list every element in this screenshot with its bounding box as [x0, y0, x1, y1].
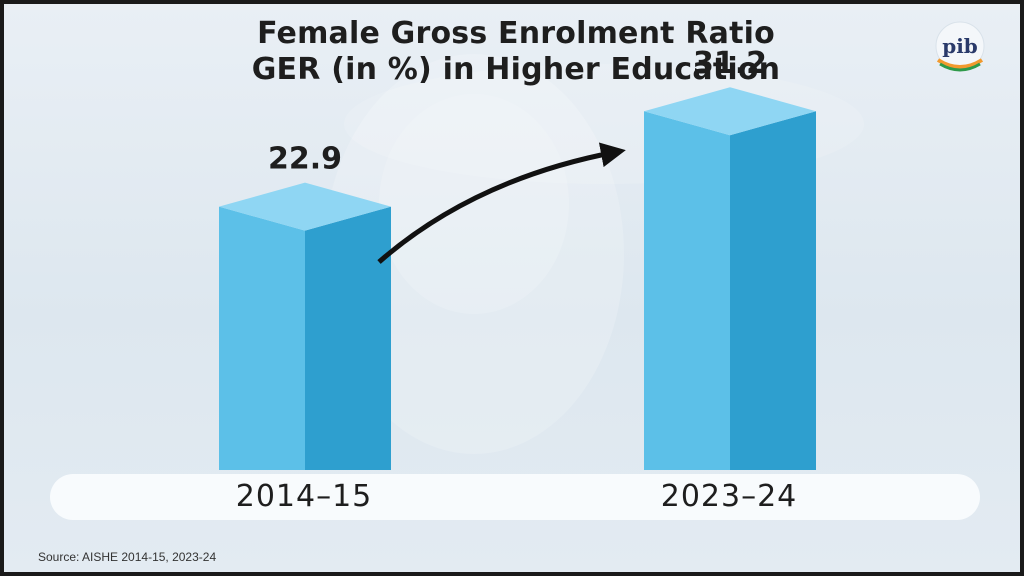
bar-2023-24: [644, 87, 816, 470]
source-note: Source: AISHE 2014-15, 2023-24: [38, 550, 217, 564]
bar-side-face: [305, 206, 391, 470]
chart-title-line-1: Female Gross Enrolment Ratio: [257, 16, 775, 51]
pib-logo-text: pib: [942, 34, 978, 58]
category-label-2014-15: 2014–15: [235, 479, 373, 514]
bar-front-face: [219, 206, 305, 470]
category-label-2023-24: 2023–24: [660, 479, 798, 514]
bar-2014-15: [219, 182, 391, 470]
trend-arrow: [377, 142, 626, 264]
chart-title-line-2: GER (in %) in Higher Education: [251, 52, 781, 87]
value-label-2023-24: 31.2: [693, 46, 767, 81]
bar-top-face: [219, 182, 391, 231]
bar-front-face: [644, 111, 730, 470]
chart-title: Female Gross Enrolment Ratio GER (in %) …: [4, 16, 1020, 88]
value-label-2014-15: 22.9: [268, 142, 342, 177]
category-axis-band: [50, 474, 980, 520]
bar-chart: 22.9 31.2: [219, 46, 816, 470]
bar-side-face: [730, 111, 816, 470]
bar-top-face: [644, 87, 816, 136]
pib-logo: pib: [935, 21, 985, 72]
